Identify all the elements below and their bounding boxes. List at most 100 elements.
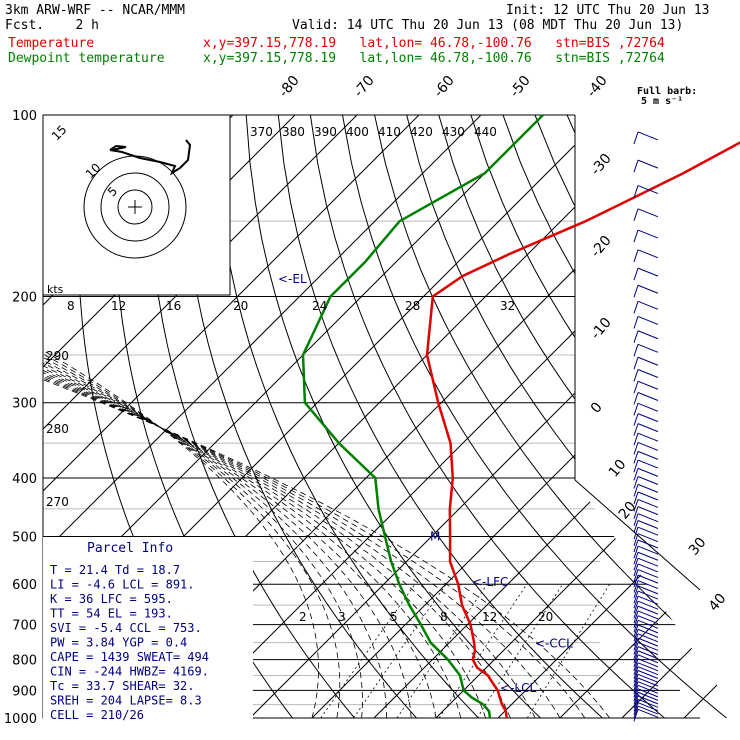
wind-barb-flag xyxy=(633,674,639,687)
mixing-ratio-label-low: 12 xyxy=(482,610,497,624)
wind-barb-staff xyxy=(637,392,659,401)
wind-barb-staff xyxy=(637,545,659,555)
mixing-ratio-label-low: 2 xyxy=(299,610,307,624)
mixing-ratio-label: 8 xyxy=(67,299,75,313)
wind-barb-staff xyxy=(637,300,659,310)
isotherm xyxy=(683,115,740,718)
isotherm xyxy=(43,115,482,718)
wind-barb-flag xyxy=(633,442,639,455)
theta-label: 370 xyxy=(250,125,273,139)
isotherm-label: -30 xyxy=(588,151,615,179)
hodograph-unit-label: kts xyxy=(47,283,64,296)
wind-barb-staff xyxy=(637,467,659,477)
wind-barb-flag xyxy=(633,330,639,343)
dry-adiabat xyxy=(277,115,603,718)
isotherm-label: 40 xyxy=(706,591,730,615)
wind-barb-staff xyxy=(637,666,659,676)
pressure-label: 400 xyxy=(12,472,37,487)
wind-barb-flag xyxy=(633,468,639,481)
wind-barb-staff xyxy=(637,330,659,340)
isotherm xyxy=(621,115,740,718)
wind-barb-staff xyxy=(637,708,659,718)
wind-barb-flag xyxy=(633,403,639,416)
wind-barb-flag xyxy=(633,229,639,243)
wind-barb-flag xyxy=(633,688,639,702)
isotherm xyxy=(497,115,740,718)
wind-barb-staff xyxy=(637,698,659,708)
wind-barb-staff xyxy=(637,533,659,543)
wind-barb-flag xyxy=(633,513,639,526)
wind-barb-staff xyxy=(637,580,659,590)
wind-barb-staff xyxy=(637,413,659,423)
annotation-lcl: <-LCL xyxy=(500,681,536,695)
wind-barb-flag xyxy=(633,533,639,546)
wind-barb-staff xyxy=(637,590,659,600)
dry-adiabat xyxy=(309,115,665,718)
wind-barb-flag xyxy=(633,615,639,628)
wind-barb-flag xyxy=(633,484,639,497)
wind-barb-staff xyxy=(637,610,659,620)
mixing-ratio-label: 16 xyxy=(166,299,181,313)
mixing-ratio xyxy=(396,583,488,718)
wind-barb-flag xyxy=(633,527,639,540)
mixing-ratio-label-low: 3 xyxy=(338,610,346,624)
wind-barb-staff xyxy=(637,131,659,141)
wind-barb-staff xyxy=(637,520,659,529)
wind-barb-staff xyxy=(637,673,659,683)
wind-barb-flag xyxy=(633,590,639,604)
wind-barb-staff xyxy=(637,585,659,595)
pressure-label: 800 xyxy=(12,654,37,669)
isotherm-label: -70 xyxy=(351,73,378,101)
wind-barb-staff xyxy=(637,574,659,584)
dry-adiabat-label: 280 xyxy=(46,422,69,436)
parcel-info-row: TT = 54 EL = 193. xyxy=(50,607,173,621)
isotherm xyxy=(43,115,420,718)
wind-barb-flag xyxy=(633,637,639,651)
wind-barb-staff xyxy=(637,628,659,638)
wind-barb-flag xyxy=(633,506,639,519)
wind-barb-staff xyxy=(637,498,659,508)
wind-barb-staff xyxy=(637,491,659,501)
isotherm xyxy=(43,115,544,718)
wind-barb-flag xyxy=(633,670,639,683)
wind-barb-flag xyxy=(633,433,639,446)
wind-barb-staff xyxy=(637,650,659,660)
dry-adiabat xyxy=(502,115,740,718)
wind-barb-staff xyxy=(637,563,659,573)
wind-barb-flag xyxy=(633,662,639,675)
wind-barb-staff xyxy=(637,526,659,536)
dry-adiabat xyxy=(245,115,541,718)
dry-adiabat xyxy=(695,115,740,718)
theta-label: 420 xyxy=(410,125,433,139)
wind-barb-staff xyxy=(637,624,659,634)
isotherm xyxy=(43,115,358,718)
dry-adiabat-label: 290 xyxy=(46,349,69,363)
annotation-lfc: <-LFC xyxy=(472,575,508,589)
wind-barb-flag xyxy=(633,451,639,464)
wind-barb-flag xyxy=(633,249,639,262)
dry-adiabat xyxy=(213,115,479,718)
wind-barb-staff xyxy=(637,702,659,712)
wind-barb-staff xyxy=(637,506,659,516)
wind-barb-staff xyxy=(637,654,659,664)
model-title: 3km ARW-WRF -- NCAR/MMM xyxy=(5,3,186,18)
wind-barb-flag xyxy=(633,557,639,571)
pressure-label: 700 xyxy=(12,619,37,634)
wind-barb-staff xyxy=(637,267,659,277)
wind-barb-staff xyxy=(637,595,659,605)
wind-barb-flag xyxy=(633,642,639,655)
parcel-info-row: SVI = -5.4 CCL = 753. xyxy=(50,621,202,635)
temperature-legend: Temperature xyxy=(8,36,95,51)
wind-barb-flag xyxy=(633,131,639,145)
wind-barb-flag xyxy=(633,185,639,198)
moist-adiabat xyxy=(43,296,437,718)
wind-barb-flag xyxy=(633,344,639,357)
barb-legend-value: 5 m s⁻¹ xyxy=(641,96,684,107)
parcel-info-row: SREH = 204 LAPSE= 8.3 xyxy=(50,694,202,708)
wind-barb-flag xyxy=(633,658,639,671)
wind-barb-staff xyxy=(637,658,659,668)
isotherm-label: -50 xyxy=(507,73,534,101)
wind-barb-staff xyxy=(637,681,659,691)
wind-barb-staff xyxy=(637,380,659,390)
parcel-info: Parcel Info T = 21.4 Td = 18.7LI = -4.6 … xyxy=(43,537,253,727)
